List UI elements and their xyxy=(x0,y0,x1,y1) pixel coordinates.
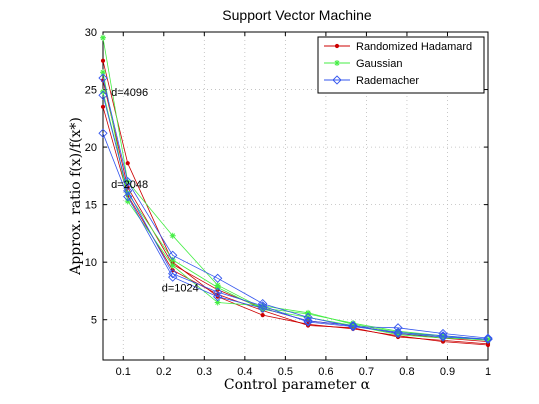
data-point xyxy=(483,334,493,344)
data-point xyxy=(258,298,268,309)
x-tick-label: 1 xyxy=(485,366,491,378)
grid-lines xyxy=(103,32,488,360)
data-point xyxy=(169,232,176,239)
data-point xyxy=(123,191,133,202)
data-point xyxy=(213,287,223,297)
data-point xyxy=(393,327,403,338)
series-line xyxy=(102,37,489,340)
data-point xyxy=(332,75,342,85)
data-point xyxy=(393,328,403,339)
x-tick-label: 0.2 xyxy=(156,366,171,378)
data-point xyxy=(100,58,106,63)
data-point xyxy=(168,272,178,282)
data-point xyxy=(214,299,221,306)
legend-entry: Randomized Hadamard xyxy=(324,41,472,53)
data-point xyxy=(260,313,265,318)
series-randomized-hadamard xyxy=(100,58,491,348)
data-point xyxy=(213,273,223,283)
x-tick-label: 0.5 xyxy=(278,366,293,378)
y-axis-label: Approx. ratio f(x)/f(x*) xyxy=(68,117,84,276)
data-point xyxy=(348,320,358,331)
annotations: d=4096 d=2048 d=1024 xyxy=(111,87,199,295)
series-line xyxy=(102,72,489,341)
data-point xyxy=(334,60,340,66)
data-point xyxy=(393,323,403,333)
y-tick-label: 15 xyxy=(85,200,97,212)
plot-area-frame xyxy=(102,31,489,361)
data-point xyxy=(169,262,176,269)
series-line xyxy=(102,133,489,340)
series-line xyxy=(102,80,489,342)
x-tick-label: 0.1 xyxy=(116,366,131,378)
data-point xyxy=(438,332,448,342)
legend-label: Randomized Hadamard xyxy=(356,41,472,53)
legend-entry: Gaussian xyxy=(324,58,402,70)
data-point xyxy=(303,312,313,323)
y-tick-label: 10 xyxy=(85,257,97,269)
legend-label: Rademacher xyxy=(356,75,419,87)
y-tick-label: 20 xyxy=(85,142,97,154)
data-point xyxy=(98,90,108,100)
data-point xyxy=(100,34,106,41)
data-point xyxy=(334,43,340,49)
data-point xyxy=(438,328,448,339)
x-tick-label: 0.4 xyxy=(237,366,252,378)
series-line xyxy=(102,106,489,345)
series-line xyxy=(102,60,489,346)
annotation-label: d=1024 xyxy=(162,282,199,294)
data-point xyxy=(258,301,268,311)
legend-entry: Rademacher xyxy=(324,75,419,87)
x-axis-label: Control parameter α xyxy=(224,377,371,393)
series-line xyxy=(102,95,489,340)
data-point xyxy=(213,292,223,302)
series-gaussian xyxy=(100,34,491,344)
y-tick-label: 5 xyxy=(91,315,97,327)
data-point xyxy=(303,317,313,327)
legend-label: Gaussian xyxy=(356,58,402,70)
x-tick-label: 0.7 xyxy=(359,366,374,378)
data-point xyxy=(303,316,313,326)
series-line xyxy=(102,77,489,339)
data-point xyxy=(483,333,493,343)
data-point xyxy=(125,161,130,166)
x-tick-label: 0.8 xyxy=(399,366,414,378)
y-tick-label: 30 xyxy=(85,27,97,39)
x-tick-label: 0.9 xyxy=(440,366,455,378)
series-group xyxy=(98,34,493,348)
annotation-label: d=2048 xyxy=(111,179,148,191)
data-point xyxy=(98,73,108,83)
y-axis-ticks: 5 10 15 20 25 30 xyxy=(85,27,488,327)
chart-title: Support Vector Machine xyxy=(222,7,372,23)
y-tick-label: 25 xyxy=(85,85,97,97)
series-rademacher xyxy=(98,73,493,344)
series-line xyxy=(102,91,489,340)
data-point xyxy=(100,104,106,109)
legend: Randomized Hadamard Gaussian Rademacher xyxy=(317,36,485,94)
annotation-label: d=4096 xyxy=(111,87,148,99)
x-axis-ticks: 0.1 0.2 0.3 0.4 0.5 0.6 0.7 0.8 0.9 1 xyxy=(116,32,491,378)
data-point xyxy=(168,250,178,260)
data-point xyxy=(395,331,402,338)
x-tick-label: 0.3 xyxy=(197,366,212,378)
data-point xyxy=(438,331,448,341)
data-point xyxy=(98,128,108,138)
data-point xyxy=(100,69,106,76)
x-tick-label: 0.6 xyxy=(318,366,333,378)
data-point xyxy=(258,303,268,313)
